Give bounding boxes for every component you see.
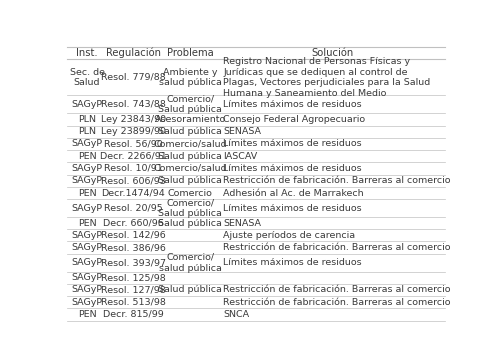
Text: SENASA: SENASA: [224, 218, 262, 228]
Text: Resol. 20/95: Resol. 20/95: [104, 203, 162, 213]
Text: Resol. 142/96: Resol. 142/96: [101, 231, 166, 240]
Text: Comercio: Comercio: [168, 189, 212, 198]
Text: SAGyP: SAGyP: [72, 243, 102, 252]
Text: Regulación: Regulación: [106, 48, 161, 59]
Text: SAGyP: SAGyP: [72, 100, 102, 109]
Text: Límites máximos de residuos: Límites máximos de residuos: [224, 164, 362, 173]
Text: Decr. 2266/91: Decr. 2266/91: [100, 152, 166, 161]
Text: SENASA: SENASA: [224, 127, 262, 136]
Text: SAGyP: SAGyP: [72, 258, 102, 267]
Text: SAGyP: SAGyP: [72, 298, 102, 307]
Text: Decr. 660/96: Decr. 660/96: [103, 218, 164, 228]
Text: SAGyP: SAGyP: [72, 203, 102, 213]
Text: Comercio/
Salud pública: Comercio/ Salud pública: [158, 198, 222, 218]
Text: Comercio/
salud pública: Comercio/ salud pública: [158, 253, 222, 273]
Text: Resol. 743/88: Resol. 743/88: [101, 100, 166, 109]
Text: Límites máximos de residuos: Límites máximos de residuos: [224, 139, 362, 149]
Text: Adhesión al Ac. de Marrakech: Adhesión al Ac. de Marrakech: [224, 189, 364, 198]
Text: Ajuste períodos de carencia: Ajuste períodos de carencia: [224, 231, 356, 240]
Text: Restricción de fabricación. Barreras al comercio: Restricción de fabricación. Barreras al …: [224, 285, 451, 294]
Text: SAGyP: SAGyP: [72, 285, 102, 294]
Text: Restricción de fabricación. Barreras al comercio: Restricción de fabricación. Barreras al …: [224, 298, 451, 307]
Text: SNCA: SNCA: [224, 310, 250, 319]
Text: Resol. 393/97: Resol. 393/97: [101, 258, 166, 267]
Text: PLN: PLN: [78, 127, 96, 136]
Text: Solución: Solución: [312, 48, 354, 58]
Text: SAGyP: SAGyP: [72, 231, 102, 240]
Text: Restricción de fabricación. Barreras al comercio: Restricción de fabricación. Barreras al …: [224, 176, 451, 185]
Text: SAGyP: SAGyP: [72, 273, 102, 282]
Text: Resol. 513/98: Resol. 513/98: [101, 298, 166, 307]
Text: PEN: PEN: [78, 218, 96, 228]
Text: Ambiente y
salud pública: Ambiente y salud pública: [158, 68, 222, 87]
Text: Resol. 127/98: Resol. 127/98: [101, 285, 166, 294]
Text: Resol. 125/98: Resol. 125/98: [101, 273, 166, 282]
Text: Salud pública: Salud pública: [158, 127, 222, 136]
Text: Ley 23843/90: Ley 23843/90: [101, 115, 166, 124]
Text: PEN: PEN: [78, 152, 96, 161]
Text: Comercio/salud: Comercio/salud: [154, 164, 227, 173]
Text: SAGyP: SAGyP: [72, 139, 102, 149]
Text: Resol. 606/93: Resol. 606/93: [101, 176, 166, 185]
Text: Restricción de fabricación. Barreras al comercio: Restricción de fabricación. Barreras al …: [224, 243, 451, 252]
Text: IASCAV: IASCAV: [224, 152, 258, 161]
Text: Problema: Problema: [166, 48, 214, 58]
Text: Resol. 386/96: Resol. 386/96: [101, 243, 166, 252]
Text: Comercio/
Salud pública: Comercio/ Salud pública: [158, 95, 222, 114]
Text: Inst.: Inst.: [76, 48, 98, 58]
Text: PEN: PEN: [78, 310, 96, 319]
Text: Salud pública: Salud pública: [158, 218, 222, 228]
Text: Decr.1474/94: Decr.1474/94: [102, 189, 165, 198]
Text: PLN: PLN: [78, 115, 96, 124]
Text: Consejo Federal Agropecuario: Consejo Federal Agropecuario: [224, 115, 366, 124]
Text: SAGyP: SAGyP: [72, 176, 102, 185]
Text: Límites máximos de residuos: Límites máximos de residuos: [224, 258, 362, 267]
Text: Sec. de
Salud: Sec. de Salud: [70, 68, 104, 87]
Text: Comercio/salud: Comercio/salud: [154, 139, 227, 149]
Text: Salud pública: Salud pública: [158, 152, 222, 161]
Text: Límites máximos de residuos: Límites máximos de residuos: [224, 203, 362, 213]
Text: Resol. 779/88: Resol. 779/88: [101, 73, 166, 82]
Text: PEN: PEN: [78, 189, 96, 198]
Text: Decr. 815/99: Decr. 815/99: [103, 310, 164, 319]
Text: Límites máximos de residuos: Límites máximos de residuos: [224, 100, 362, 109]
Text: Salud pública: Salud pública: [158, 176, 222, 185]
Text: Ley 23899/90: Ley 23899/90: [101, 127, 166, 136]
Text: Salud pública: Salud pública: [158, 285, 222, 294]
Text: Registro Nacional de Personas Físicas y
Jurídicas que se dediquen al control de
: Registro Nacional de Personas Físicas y …: [224, 57, 430, 98]
Text: Asesoramiento: Asesoramiento: [154, 115, 226, 124]
Text: Resol. 10/91: Resol. 10/91: [104, 164, 162, 173]
Text: Resol. 56/90: Resol. 56/90: [104, 139, 162, 149]
Text: SAGyP: SAGyP: [72, 164, 102, 173]
